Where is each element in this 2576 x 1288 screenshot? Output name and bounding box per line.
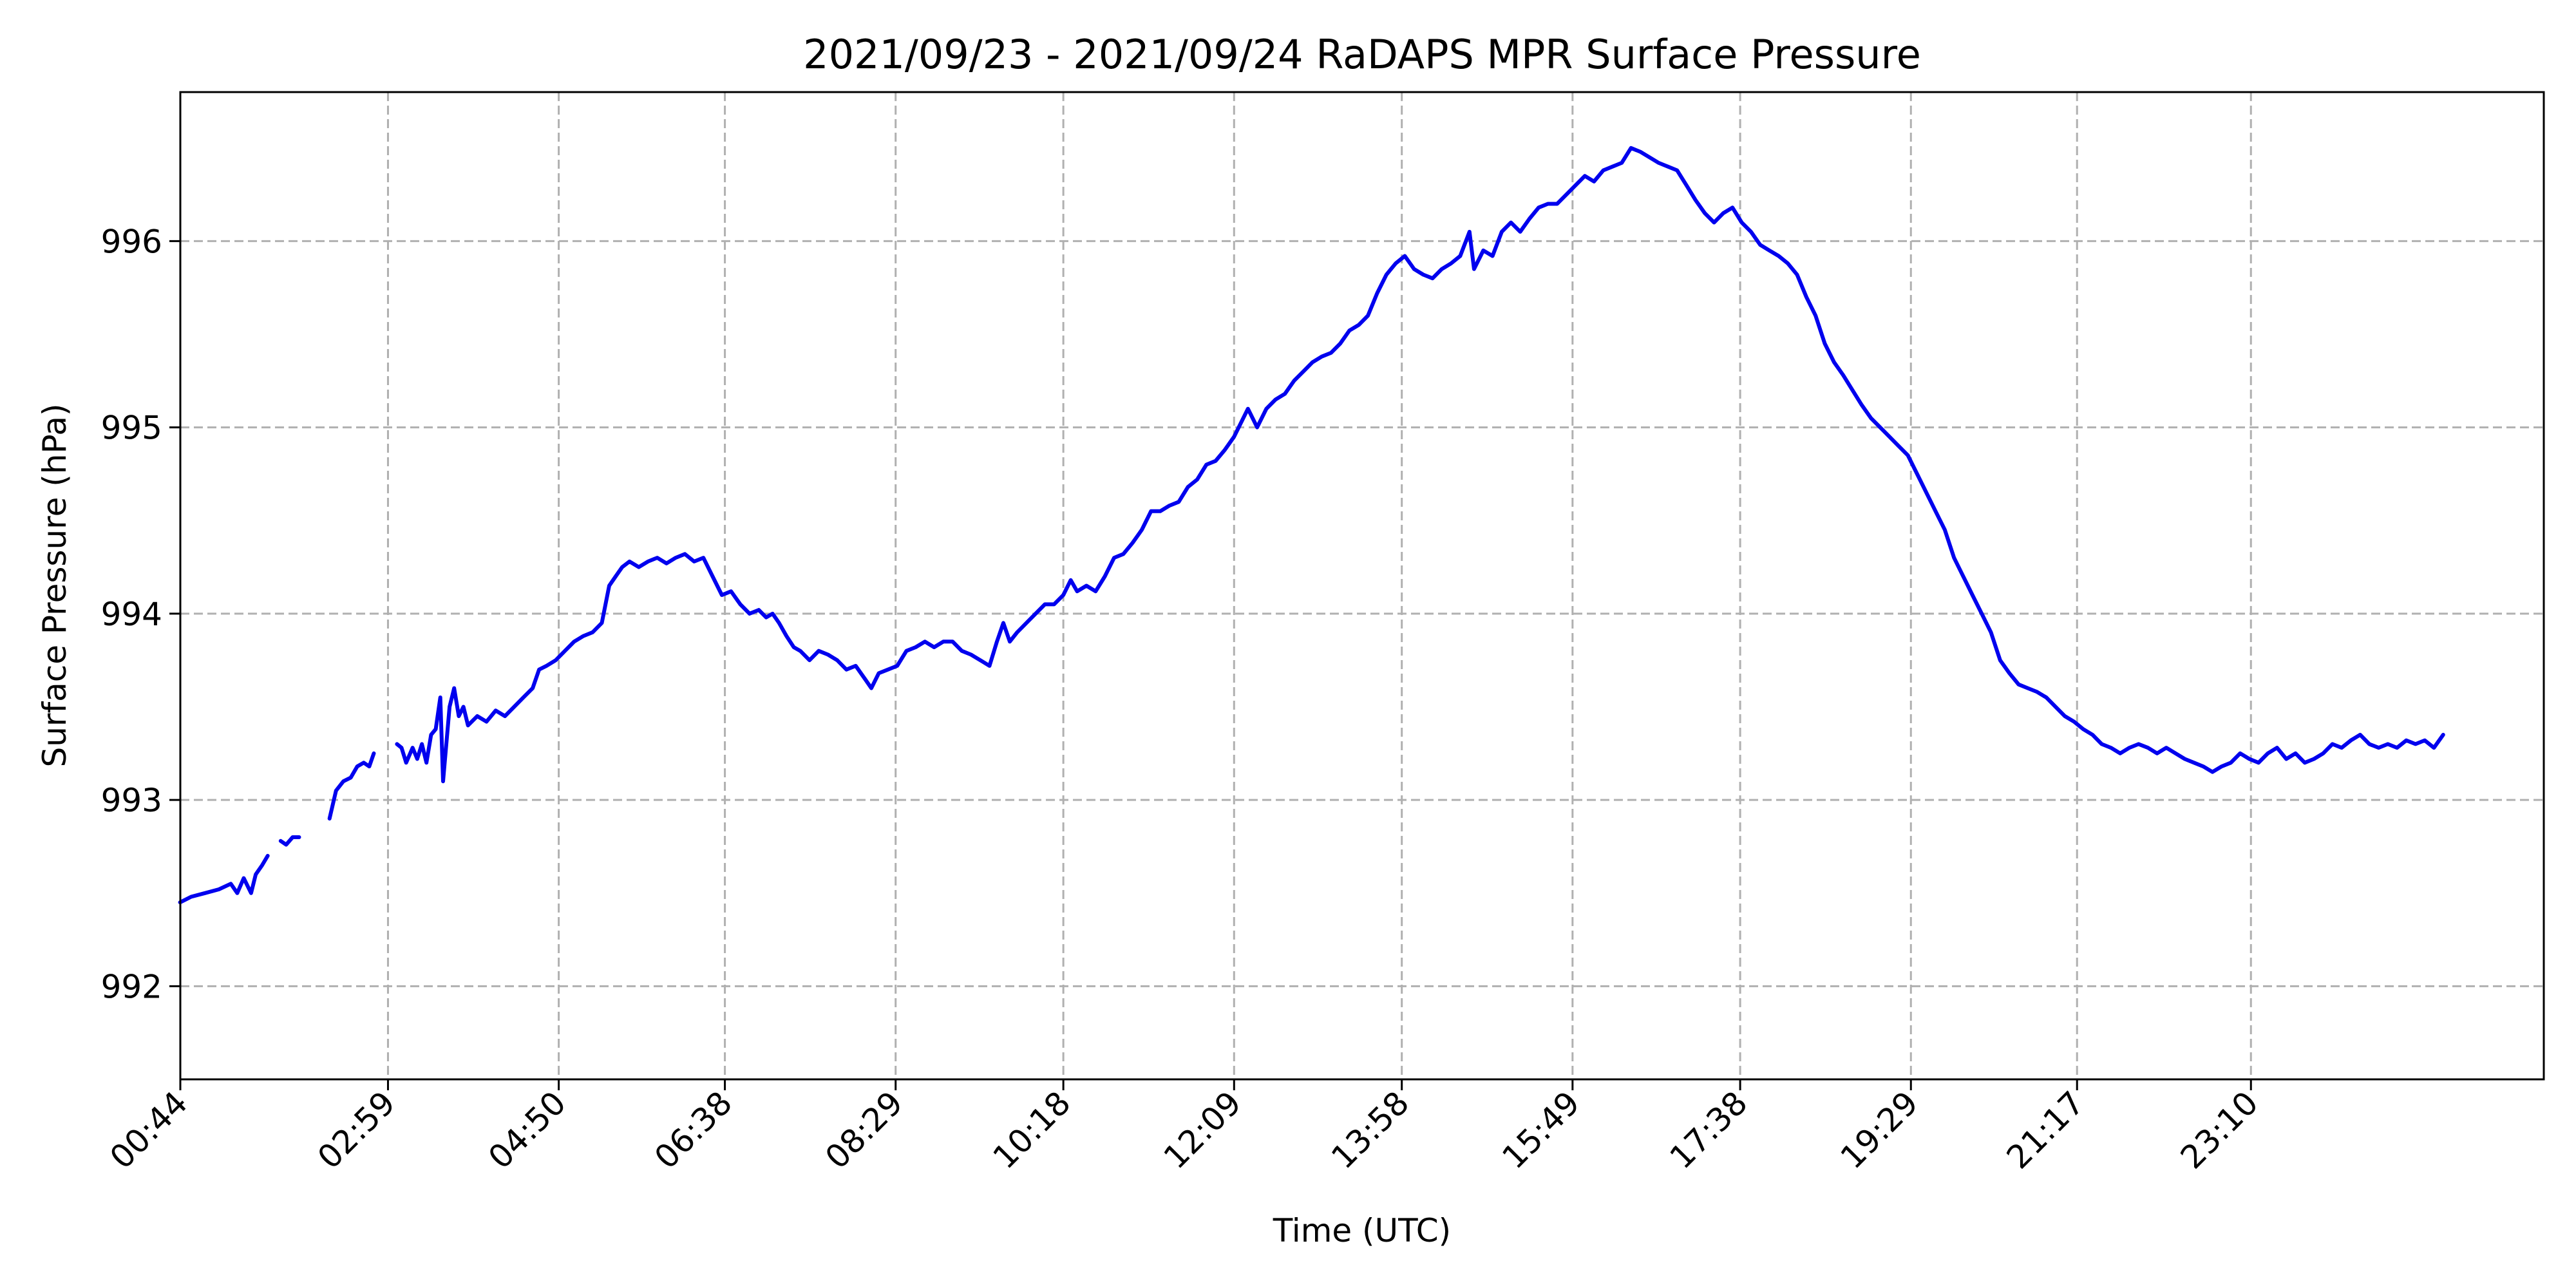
x-tick-label: 13:58	[1324, 1084, 1416, 1176]
x-axis: 00:44 02:59 04:50 06:38 08:29 10:18 12:09 13:58…	[103, 1079, 2266, 1176]
x-tick-label: 08:29	[818, 1084, 910, 1176]
y-tick-label: 993	[101, 782, 162, 819]
x-tick-label: 17:38	[1663, 1084, 1755, 1176]
x-tick-label: 00:44	[103, 1084, 195, 1176]
x-tick-label: 21:17	[2000, 1084, 2092, 1176]
pressure-series-line	[278, 835, 301, 847]
y-tick-label: 996	[101, 223, 162, 260]
x-tick-label: 06:38	[647, 1084, 739, 1176]
pressure-series-line	[395, 146, 2445, 784]
x-tick-label: 10:18	[986, 1084, 1078, 1176]
series-layer	[178, 146, 2445, 905]
x-axis-label: Time (UTC)	[1273, 1212, 1451, 1249]
pressure-series-line	[178, 853, 270, 905]
y-axis-label: Surface Pressure (hPa)	[36, 403, 73, 767]
x-tick-label: 04:50	[481, 1084, 573, 1176]
plot-frame	[179, 91, 2545, 1081]
y-tick-label: 992	[101, 968, 162, 1005]
y-tick-label: 994	[101, 596, 162, 633]
x-tick-label: 15:49	[1495, 1084, 1587, 1176]
y-tick-label: 995	[101, 410, 162, 447]
pressure-series-line	[327, 751, 376, 821]
x-tick-label: 02:59	[310, 1084, 402, 1176]
y-axis: 992 993 994 995 996	[101, 223, 180, 1005]
x-tick-label: 23:10	[2174, 1084, 2266, 1176]
x-tick-label: 19:29	[1833, 1084, 1926, 1176]
chart-title: 2021/09/23 - 2021/09/24 RaDAPS MPR Surfa…	[803, 31, 1921, 78]
x-tick-label: 12:09	[1157, 1084, 1249, 1176]
grid	[180, 92, 2544, 1079]
